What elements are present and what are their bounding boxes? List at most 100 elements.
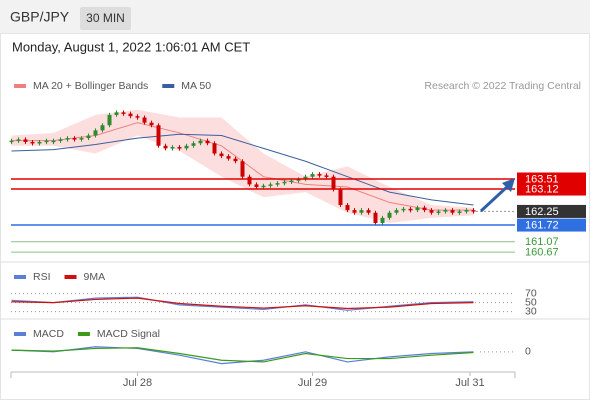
- level-label: 161.07: [525, 236, 559, 248]
- candle: [226, 156, 231, 159]
- legend-label: MACD Signal: [97, 328, 160, 340]
- candle: [380, 217, 385, 224]
- candle: [450, 210, 455, 213]
- timeframe[interactable]: 30 MIN: [86, 11, 125, 25]
- level-box: [517, 218, 586, 232]
- candle: [443, 210, 448, 212]
- candle: [310, 174, 315, 177]
- candle: [289, 180, 294, 183]
- candle: [268, 184, 273, 186]
- level-label: 160.67: [525, 246, 559, 258]
- candle: [205, 140, 210, 144]
- candle: [191, 143, 196, 146]
- candle: [317, 174, 322, 176]
- candle: [261, 185, 266, 188]
- candle: [464, 210, 469, 212]
- candle: [429, 210, 434, 213]
- candle: [23, 139, 28, 142]
- legend-label: MA 50: [181, 80, 211, 92]
- candle: [114, 112, 119, 115]
- candle: [212, 143, 217, 154]
- candle: [275, 183, 280, 185]
- candle: [121, 112, 126, 114]
- candle: [51, 140, 56, 143]
- candle: [149, 122, 154, 126]
- candle: [408, 208, 413, 211]
- candle: [296, 179, 301, 181]
- credit: Research © 2022 Trading Central: [424, 80, 581, 92]
- x-tick-label: Jul 29: [298, 377, 327, 389]
- candle: [184, 145, 189, 149]
- legend-swatch: [162, 84, 175, 88]
- candle: [58, 139, 63, 141]
- legend-swatch: [64, 275, 77, 279]
- symbol: GBP/JPY: [10, 9, 70, 25]
- candle: [86, 135, 91, 139]
- candle: [303, 176, 308, 180]
- x-tick-label: Jul 28: [123, 377, 152, 389]
- candle: [338, 189, 343, 205]
- candle: [247, 176, 252, 185]
- candle: [65, 138, 70, 140]
- candle: [16, 139, 21, 141]
- candle: [9, 140, 14, 143]
- level-label: 163.12: [525, 183, 559, 195]
- candle: [163, 145, 168, 149]
- candle: [100, 125, 105, 131]
- candle: [282, 181, 287, 184]
- candle: [359, 210, 364, 213]
- candle: [198, 140, 203, 144]
- candle: [373, 212, 378, 224]
- series-line: [11, 297, 474, 310]
- candle: [436, 211, 441, 213]
- candle: [44, 140, 49, 143]
- level-box: [517, 172, 586, 186]
- candle: [37, 141, 42, 144]
- candle: [254, 184, 259, 187]
- series-line: [11, 296, 474, 311]
- level-label: 162.25: [525, 206, 559, 218]
- candle: [422, 207, 427, 211]
- y-tick-label: 70: [525, 287, 537, 299]
- candle: [471, 210, 476, 212]
- candle: [72, 138, 77, 140]
- y-tick-label: 50: [525, 296, 537, 308]
- timeframe-button[interactable]: [80, 7, 131, 30]
- candle: [219, 153, 224, 157]
- legend-swatch: [14, 332, 26, 336]
- candle: [135, 116, 140, 118]
- level-label: 161.72: [525, 219, 559, 231]
- series-line: [11, 133, 474, 206]
- datetime: Monday, August 1, 2022 1:06:01 AM CET: [12, 39, 250, 54]
- candle: [107, 114, 112, 126]
- candle: [128, 113, 133, 117]
- series-line: [11, 347, 474, 363]
- candle: [387, 212, 392, 218]
- forecast-arrowhead: [502, 178, 515, 192]
- candle: [233, 158, 238, 162]
- legend-swatch: [14, 84, 26, 88]
- legend-label: MACD: [33, 328, 64, 340]
- candle: [177, 147, 182, 149]
- forecast-arrow: [479, 184, 510, 213]
- candle: [394, 210, 399, 213]
- series-line: [11, 346, 474, 365]
- y-tick-label: 0: [525, 346, 531, 358]
- level-label: 163.51: [525, 173, 559, 185]
- candle: [457, 211, 462, 213]
- x-tick-label: Jul 31: [455, 377, 484, 389]
- candle: [30, 141, 35, 144]
- level-box: [517, 182, 586, 196]
- candle: [401, 208, 406, 211]
- candle: [156, 125, 161, 146]
- y-tick-label: 30: [525, 305, 537, 317]
- legend-swatch: [14, 275, 26, 279]
- legend-label: MA 20 + Bollinger Bands: [33, 80, 148, 92]
- candle: [345, 204, 350, 211]
- candle: [324, 175, 329, 177]
- candle: [170, 147, 175, 149]
- candle: [142, 117, 147, 123]
- candle: [352, 210, 357, 213]
